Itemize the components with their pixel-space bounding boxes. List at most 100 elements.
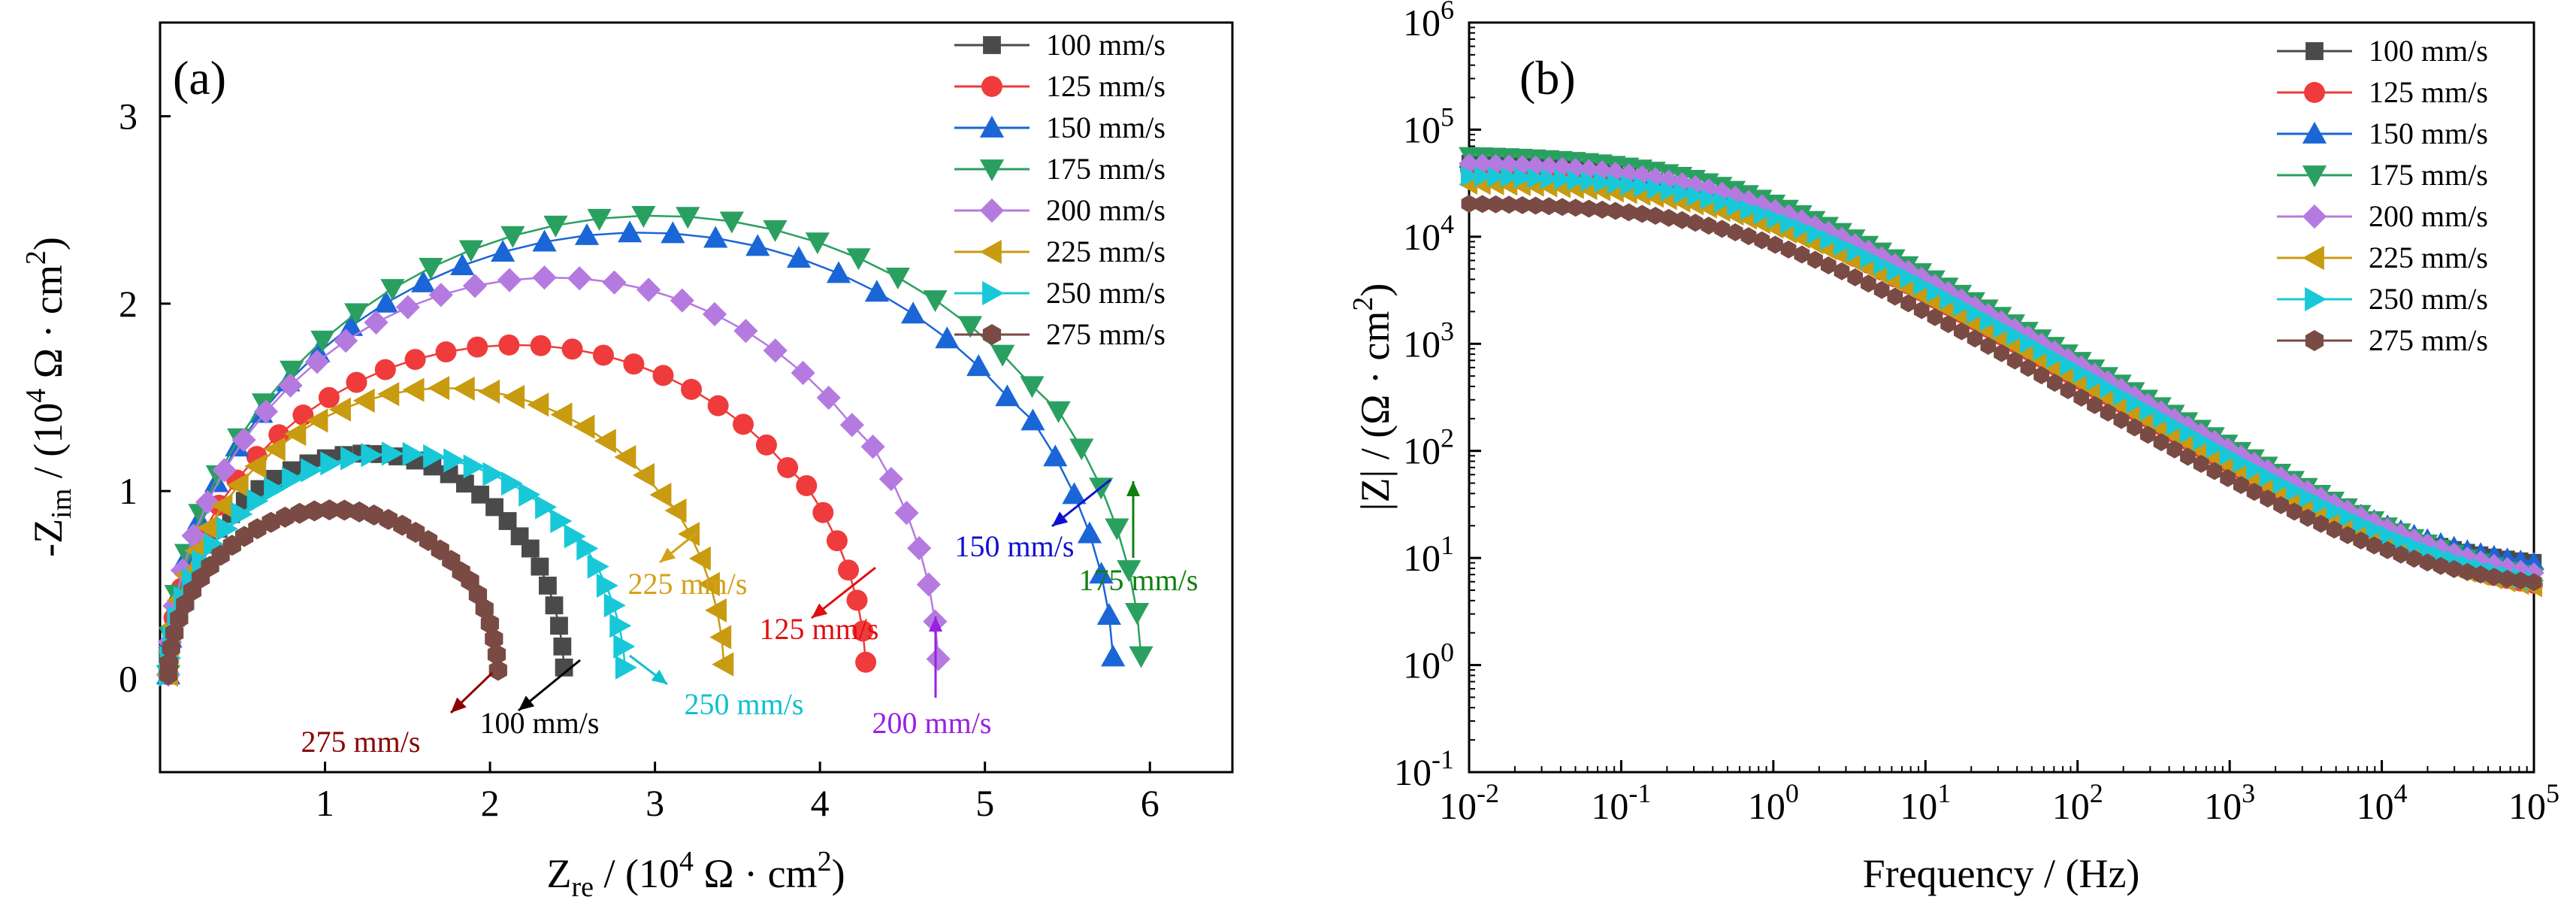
data-point xyxy=(2004,317,2026,339)
data-point xyxy=(2087,395,2103,414)
data-point xyxy=(995,384,1020,407)
xlabel-post-a: Ω · cm xyxy=(694,851,818,896)
data-point xyxy=(1937,298,1957,320)
data-point xyxy=(411,270,436,292)
data-point xyxy=(1660,180,1680,201)
legend-label: 100 mm/s xyxy=(2369,34,2488,68)
data-point xyxy=(2044,340,2066,362)
data-point xyxy=(2230,444,2252,466)
data-point xyxy=(2286,480,2305,501)
data-point xyxy=(482,462,505,486)
legend-item-b: 175 mm/s xyxy=(2277,158,2488,192)
tick-base: 10 xyxy=(2052,785,2090,827)
y-tick-label-a: 0 xyxy=(119,657,138,699)
data-point xyxy=(1581,199,1597,218)
tick-base: 10 xyxy=(1748,785,1785,827)
data-point xyxy=(1580,171,1600,192)
tick-exp: 6 xyxy=(1441,0,1454,25)
data-point xyxy=(491,239,516,262)
y-tick-label-b: 105 xyxy=(1403,101,1454,150)
data-point xyxy=(1793,218,1813,239)
arrow-head xyxy=(1052,511,1069,526)
data-point xyxy=(1096,602,1122,625)
data-point xyxy=(1661,208,1677,227)
data-point xyxy=(852,620,874,642)
data-point xyxy=(278,373,303,398)
tick-exp: 5 xyxy=(2546,778,2559,808)
data-point xyxy=(1540,197,1557,216)
data-point xyxy=(2460,562,2475,581)
y-tick-label-b: 101 xyxy=(1403,530,1454,579)
annotation-150: 150 mm/s xyxy=(955,478,1111,563)
data-point xyxy=(2046,347,2066,368)
tick-base: 10 xyxy=(1403,108,1441,150)
data-point xyxy=(652,365,674,386)
data-point xyxy=(428,283,453,308)
data-point xyxy=(2057,365,2077,386)
data-point xyxy=(1911,284,1930,306)
data-point xyxy=(2060,380,2076,399)
data-point xyxy=(519,482,541,507)
legend-item-a: 250 mm/s xyxy=(954,276,1166,310)
annotation-275: 275 mm/s xyxy=(301,671,494,759)
data-point xyxy=(488,659,507,681)
data-point xyxy=(697,571,720,596)
data-point xyxy=(2033,340,2052,361)
x-tick-label-b: 102 xyxy=(2052,778,2103,827)
tick-exp: 4 xyxy=(1441,209,1454,239)
arrow-head xyxy=(1126,481,1140,496)
tick-exp: 0 xyxy=(1785,778,1799,808)
data-point xyxy=(712,652,734,677)
series-a-275 xyxy=(159,499,507,686)
ylabel-close-b: ) xyxy=(1353,283,1398,297)
x-axis-title-a: Zre / (104 Ω · cm2) xyxy=(546,846,845,903)
tick-exp: 4 xyxy=(2394,778,2408,808)
data-point xyxy=(1873,254,1892,275)
data-point xyxy=(1501,195,1517,214)
data-point xyxy=(1979,310,1999,332)
data-point xyxy=(1858,258,1877,279)
data-point xyxy=(2233,452,2252,473)
data-point xyxy=(346,371,367,393)
data-point xyxy=(596,573,618,598)
data-point xyxy=(1754,231,1770,250)
data-point xyxy=(786,246,812,268)
arrow-head xyxy=(651,669,667,684)
data-point xyxy=(531,557,549,576)
data-point xyxy=(777,456,799,478)
x-tick-label-a: 5 xyxy=(975,782,994,824)
annotation-100: 100 mm/s xyxy=(480,659,599,740)
data-point xyxy=(2179,422,2199,444)
legend-label: 150 mm/s xyxy=(1046,111,1166,144)
data-point xyxy=(550,402,573,427)
data-point xyxy=(521,539,540,558)
legend-item-a: 125 mm/s xyxy=(954,69,1166,103)
data-point xyxy=(2260,489,2276,508)
series-b-250 xyxy=(1460,165,2544,591)
x-tick-label-b: 10-1 xyxy=(1591,778,1651,827)
legend-label: 125 mm/s xyxy=(1046,69,1166,103)
data-point xyxy=(497,268,522,292)
data-point xyxy=(2272,473,2292,495)
data-point xyxy=(1818,239,1837,260)
data-point xyxy=(1673,183,1693,205)
data-point xyxy=(2363,511,2385,533)
data-point xyxy=(2018,325,2039,347)
data-point xyxy=(576,536,599,561)
data-point xyxy=(1514,195,1531,214)
xlabel-sup2-a: 2 xyxy=(818,846,832,877)
data-point xyxy=(550,508,573,534)
legend-item-b: 125 mm/s xyxy=(2277,75,2488,109)
arrow-head xyxy=(660,547,676,562)
tick-base: 10 xyxy=(1403,323,1441,365)
legend-marker xyxy=(979,239,1002,265)
data-point xyxy=(1740,199,1759,220)
x-tick-label-a: 6 xyxy=(1141,782,1160,824)
data-point xyxy=(1807,223,1826,245)
data-point xyxy=(381,441,404,466)
data-point xyxy=(419,258,443,280)
data-point xyxy=(264,477,286,501)
legend-label: 275 mm/s xyxy=(2369,323,2488,357)
data-point xyxy=(2273,495,2289,514)
